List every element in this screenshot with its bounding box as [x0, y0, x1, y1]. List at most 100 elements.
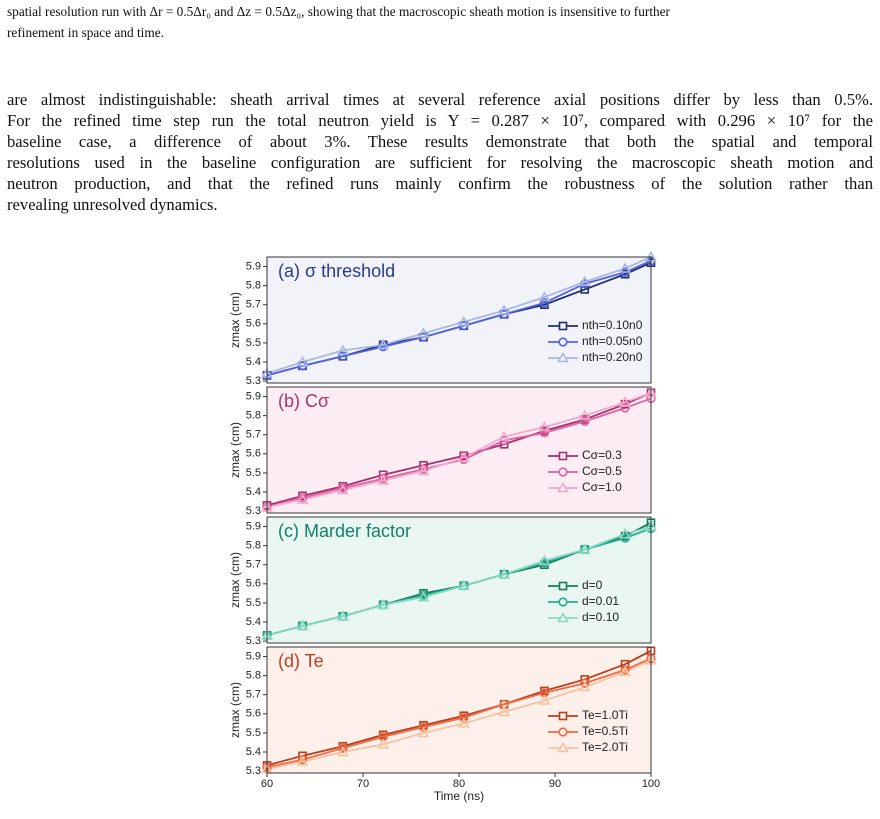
panel-title: (a) σ threshold: [278, 261, 395, 281]
y-tick-label: 5.7: [246, 559, 261, 571]
caption-line: spatial resolution run with Δr = 0.5Δr₀ …: [7, 4, 670, 19]
marker: [498, 568, 510, 579]
y-tick-label: 5.3: [246, 375, 261, 387]
marker: [417, 327, 430, 338]
marker: [557, 351, 569, 363]
y-tick-label: 5.4: [246, 486, 261, 498]
y-tick-label: 5.7: [246, 299, 261, 311]
marker: [538, 420, 551, 432]
y-tick-label: 5.6: [246, 448, 261, 460]
y-tick-label: 5.9: [246, 390, 261, 402]
panel-title: (b) Cσ: [278, 391, 329, 411]
marker: [558, 711, 568, 721]
series-line: [266, 650, 652, 767]
marker: [336, 745, 349, 757]
legend-label: nth=0.10n0: [582, 318, 643, 332]
marker: [578, 275, 591, 287]
caption-line: refinement in space and time.: [7, 25, 164, 40]
y-tick-label: 5.8: [246, 280, 261, 292]
marker: [498, 430, 510, 441]
marker: [338, 743, 348, 753]
marker: [296, 493, 309, 504]
y-tick-label: 5.6: [246, 578, 261, 590]
y-tick-label: 5.9: [246, 650, 261, 662]
marker: [336, 610, 349, 621]
marker: [619, 528, 631, 539]
legend-label: d=0.10: [582, 610, 619, 624]
marker: [557, 611, 569, 623]
marker: [338, 351, 348, 361]
y-axis-label: zmax (cm): [228, 292, 242, 348]
y-tick-label: 5.5: [246, 467, 261, 479]
marker: [578, 680, 591, 692]
marker: [580, 416, 590, 426]
plot-background: [267, 257, 651, 383]
plot-background: [267, 517, 651, 643]
legend-label: nth=0.05n0: [582, 334, 643, 348]
marker: [457, 717, 470, 728]
marker: [558, 727, 568, 737]
marker: [619, 396, 631, 407]
marker: [619, 262, 631, 273]
y-tick-label: 5.8: [246, 670, 261, 682]
marker: [457, 315, 470, 327]
marker: [377, 598, 390, 610]
marker: [578, 543, 591, 554]
panel-title: (d) Te: [278, 651, 324, 671]
y-tick-label: 5.3: [246, 635, 261, 647]
plot-frame: [266, 516, 652, 644]
y-tick-label: 5.6: [246, 708, 261, 720]
marker: [296, 355, 309, 367]
legend-label: Te=1.0Ti: [582, 708, 628, 722]
marker: [557, 741, 569, 753]
legend-label: nth=0.20n0: [582, 350, 643, 364]
y-tick-label: 5.4: [246, 356, 261, 368]
marker: [557, 481, 569, 493]
legend-label: Cσ=0.3: [582, 448, 622, 462]
marker: [558, 597, 568, 607]
marker: [539, 298, 550, 308]
marker: [558, 451, 568, 461]
x-axis-label: Time (ns): [434, 789, 484, 803]
marker: [336, 483, 349, 495]
y-tick-label: 5.5: [246, 727, 261, 739]
paragraph-line: For the refined time step run the total …: [7, 111, 873, 130]
marker: [457, 579, 470, 591]
marker: [558, 467, 568, 477]
legend-label: Te=2.0Ti: [582, 740, 628, 754]
marker: [457, 451, 470, 462]
marker: [558, 581, 568, 591]
x-tick-label: 80: [453, 778, 465, 790]
marker: [377, 338, 390, 350]
marker: [377, 738, 390, 749]
y-tick-label: 5.8: [246, 540, 261, 552]
marker: [580, 678, 590, 688]
marker: [538, 290, 551, 302]
y-axis-label: zmax (cm): [228, 682, 242, 738]
marker: [558, 337, 568, 347]
plot-frame: [266, 256, 652, 384]
x-tick-label: 100: [642, 778, 660, 790]
marker: [298, 751, 307, 761]
y-tick-label: 5.8: [246, 410, 261, 422]
marker: [539, 428, 550, 438]
y-tick-label: 5.3: [246, 505, 261, 517]
marker: [538, 694, 551, 705]
marker: [417, 591, 430, 602]
marker: [336, 344, 349, 355]
y-tick-label: 5.7: [246, 429, 261, 441]
series-line: [266, 391, 652, 509]
paragraph-line: resolutions used in the baseline configu…: [7, 153, 873, 172]
panel-title: (c) Marder factor: [278, 521, 411, 541]
series-line: [266, 525, 652, 637]
y-tick-label: 5.5: [246, 597, 261, 609]
series-line: [266, 659, 652, 771]
y-tick-label: 5.5: [246, 337, 261, 349]
paragraph-line: baseline case, a difference of about 3%.…: [7, 132, 873, 151]
marker: [296, 619, 309, 631]
y-tick-label: 5.7: [246, 689, 261, 701]
marker: [498, 304, 510, 315]
legend-label: d=0: [582, 578, 603, 592]
